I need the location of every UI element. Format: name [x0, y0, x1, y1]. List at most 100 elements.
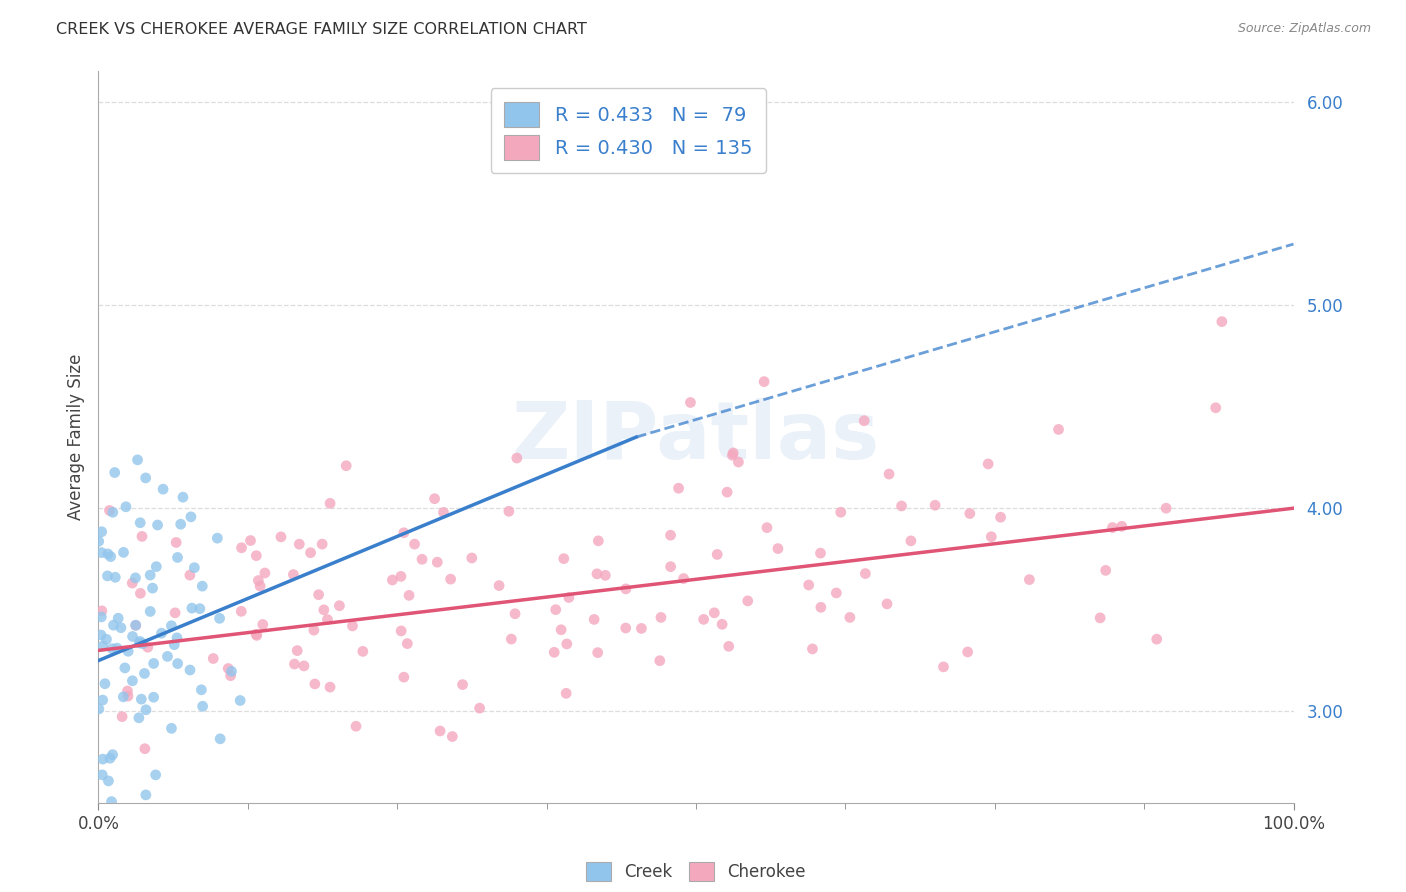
- Point: [876, 597, 898, 611]
- Point: [1205, 401, 1227, 415]
- Point: [672, 572, 695, 586]
- Point: [121, 673, 143, 688]
- Legend: Creek, Cherokee: Creek, Cherokee: [579, 855, 813, 888]
- Point: [723, 446, 745, 460]
- Point: [245, 549, 267, 563]
- Point: [752, 375, 775, 389]
- Point: [392, 670, 415, 684]
- Point: [131, 529, 153, 543]
- Point: [1211, 315, 1233, 329]
- Point: [389, 624, 412, 638]
- Point: [90, 610, 112, 624]
- Point: [924, 498, 946, 512]
- Point: [207, 531, 229, 545]
- Point: [128, 711, 150, 725]
- Point: [825, 586, 848, 600]
- Text: CREEK VS CHEROKEE AVERAGE FAMILY SIZE CORRELATION CHART: CREEK VS CHEROKEE AVERAGE FAMILY SIZE CO…: [56, 22, 588, 37]
- Point: [498, 504, 520, 518]
- Point: [586, 646, 609, 660]
- Point: [283, 567, 305, 582]
- Point: [583, 612, 606, 626]
- Point: [302, 623, 325, 637]
- Point: [679, 395, 702, 409]
- Point: [131, 692, 153, 706]
- Point: [105, 641, 128, 656]
- Point: [595, 568, 617, 582]
- Point: [648, 654, 671, 668]
- Point: [179, 568, 201, 582]
- Point: [316, 613, 339, 627]
- Point: [121, 630, 143, 644]
- Point: [135, 788, 157, 802]
- Point: [249, 579, 271, 593]
- Point: [503, 607, 526, 621]
- Point: [87, 534, 110, 549]
- Point: [1047, 422, 1070, 436]
- Point: [101, 641, 124, 656]
- Point: [91, 693, 114, 707]
- Point: [727, 455, 749, 469]
- Point: [488, 578, 510, 592]
- Point: [980, 530, 1002, 544]
- Point: [555, 686, 578, 700]
- Point: [170, 517, 193, 532]
- Point: [152, 482, 174, 496]
- Point: [209, 731, 232, 746]
- Point: [139, 568, 162, 582]
- Point: [208, 611, 231, 625]
- Point: [299, 546, 322, 560]
- Point: [135, 703, 157, 717]
- Point: [308, 588, 330, 602]
- Point: [190, 682, 212, 697]
- Point: [117, 684, 139, 698]
- Point: [125, 618, 148, 632]
- Point: [810, 600, 832, 615]
- Point: [404, 537, 426, 551]
- Point: [231, 541, 253, 555]
- Point: [1154, 501, 1177, 516]
- Point: [838, 610, 860, 624]
- Point: [711, 617, 734, 632]
- Point: [990, 510, 1012, 524]
- Point: [716, 485, 738, 500]
- Point: [134, 741, 156, 756]
- Point: [97, 547, 120, 561]
- Point: [101, 505, 124, 519]
- Point: [432, 505, 454, 519]
- Point: [219, 668, 242, 682]
- Point: [239, 533, 262, 548]
- Point: [128, 636, 150, 650]
- Point: [959, 507, 981, 521]
- Point: [451, 677, 474, 691]
- Point: [121, 576, 143, 591]
- Point: [543, 645, 565, 659]
- Text: ZIPatlas: ZIPatlas: [512, 398, 880, 476]
- Point: [398, 588, 420, 602]
- Point: [91, 752, 114, 766]
- Point: [890, 499, 912, 513]
- Point: [1101, 520, 1123, 534]
- Point: [245, 627, 267, 641]
- Point: [188, 601, 211, 615]
- Point: [156, 649, 179, 664]
- Point: [191, 579, 214, 593]
- Point: [129, 586, 152, 600]
- Point: [90, 604, 112, 618]
- Point: [553, 551, 575, 566]
- Point: [231, 604, 253, 618]
- Point: [877, 467, 900, 481]
- Point: [614, 621, 637, 635]
- Point: [810, 546, 832, 560]
- Point: [132, 637, 155, 651]
- Point: [134, 666, 156, 681]
- Point: [179, 663, 201, 677]
- Text: Source: ZipAtlas.com: Source: ZipAtlas.com: [1237, 22, 1371, 36]
- Point: [180, 509, 202, 524]
- Point: [506, 450, 529, 465]
- Point: [246, 628, 269, 642]
- Point: [87, 702, 110, 716]
- Point: [97, 773, 120, 788]
- Point: [544, 602, 567, 616]
- Point: [550, 623, 572, 637]
- Point: [703, 606, 725, 620]
